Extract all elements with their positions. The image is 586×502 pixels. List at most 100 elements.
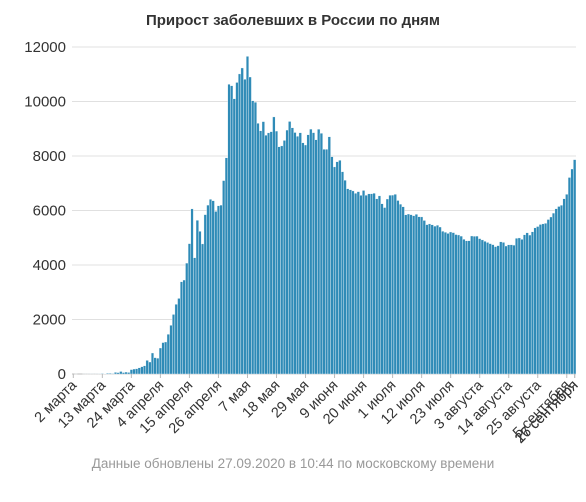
bar [520,239,524,375]
bar [264,135,268,375]
bar [567,177,571,375]
bar [132,368,136,375]
bar [396,200,400,375]
bar [401,206,405,375]
bar [182,279,186,375]
bar [570,168,574,375]
bar [340,171,344,375]
bar [441,231,445,375]
bar [106,373,110,375]
bar [185,262,189,375]
bar [425,224,429,375]
bar [227,84,231,375]
bar [129,369,133,375]
bar [559,204,563,375]
bar [311,132,315,375]
bar [222,180,226,375]
bar [314,139,318,375]
bar [467,240,471,375]
bar [259,130,263,375]
bar [356,191,360,375]
bar [459,235,463,375]
bar [322,149,326,375]
bar [351,190,355,375]
bar [565,194,569,375]
bar [304,144,308,375]
bar [523,234,527,375]
bar [211,200,215,375]
bar [446,233,450,375]
bar [140,366,144,375]
bar [124,371,128,375]
bar [330,156,334,375]
bar [127,372,131,375]
bar [346,188,350,375]
bar [507,244,511,375]
bar [277,146,281,375]
bar [219,204,223,375]
bar [150,352,154,375]
bar [216,205,220,375]
bar [333,166,337,375]
bar [380,203,384,375]
bars [74,56,577,375]
bar [443,232,447,375]
bar [137,367,141,375]
bar [533,227,537,375]
bar [528,234,532,375]
bar [275,130,278,375]
bar [269,131,273,375]
bar [187,243,191,375]
bar [143,365,147,375]
bar [536,226,540,375]
bar [501,242,505,375]
bar [161,342,165,375]
bar [475,235,479,375]
y-tick-label: 10000 [24,94,66,111]
bar [449,231,453,375]
bar [428,223,432,375]
bar [544,223,548,375]
bar [298,132,302,375]
bar [177,298,181,375]
bar [153,357,157,375]
bar [164,341,168,375]
bar [235,82,239,375]
y-axis-ticks: 0 2000 4000 6000 8000 10000 12000 [24,39,66,383]
bar [451,232,455,375]
bar [253,102,257,375]
bar [319,133,323,375]
bar [372,193,376,375]
bar [111,373,115,375]
bar [470,235,474,375]
bar [296,136,300,375]
bar [238,73,242,375]
bar [509,244,513,375]
bar [422,220,426,375]
y-tick-label: 12000 [24,39,66,56]
bar [240,67,244,375]
bar [206,204,210,375]
bar [309,128,313,375]
bar [464,240,468,375]
bar [232,98,236,375]
bar [248,76,252,375]
bar [391,194,395,375]
bar [114,372,118,375]
bar [108,373,112,375]
bar [457,234,461,375]
bar [251,100,255,375]
bar [306,134,310,375]
bar [512,244,516,375]
bar [404,214,408,375]
bar [245,56,249,375]
bar [549,216,553,375]
y-tick-label: 8000 [33,148,66,165]
bar [348,189,352,375]
bar [285,129,289,375]
bar [562,198,566,375]
bar [166,334,170,375]
chart-title: Прирост заболевших в России по дням [145,12,441,29]
